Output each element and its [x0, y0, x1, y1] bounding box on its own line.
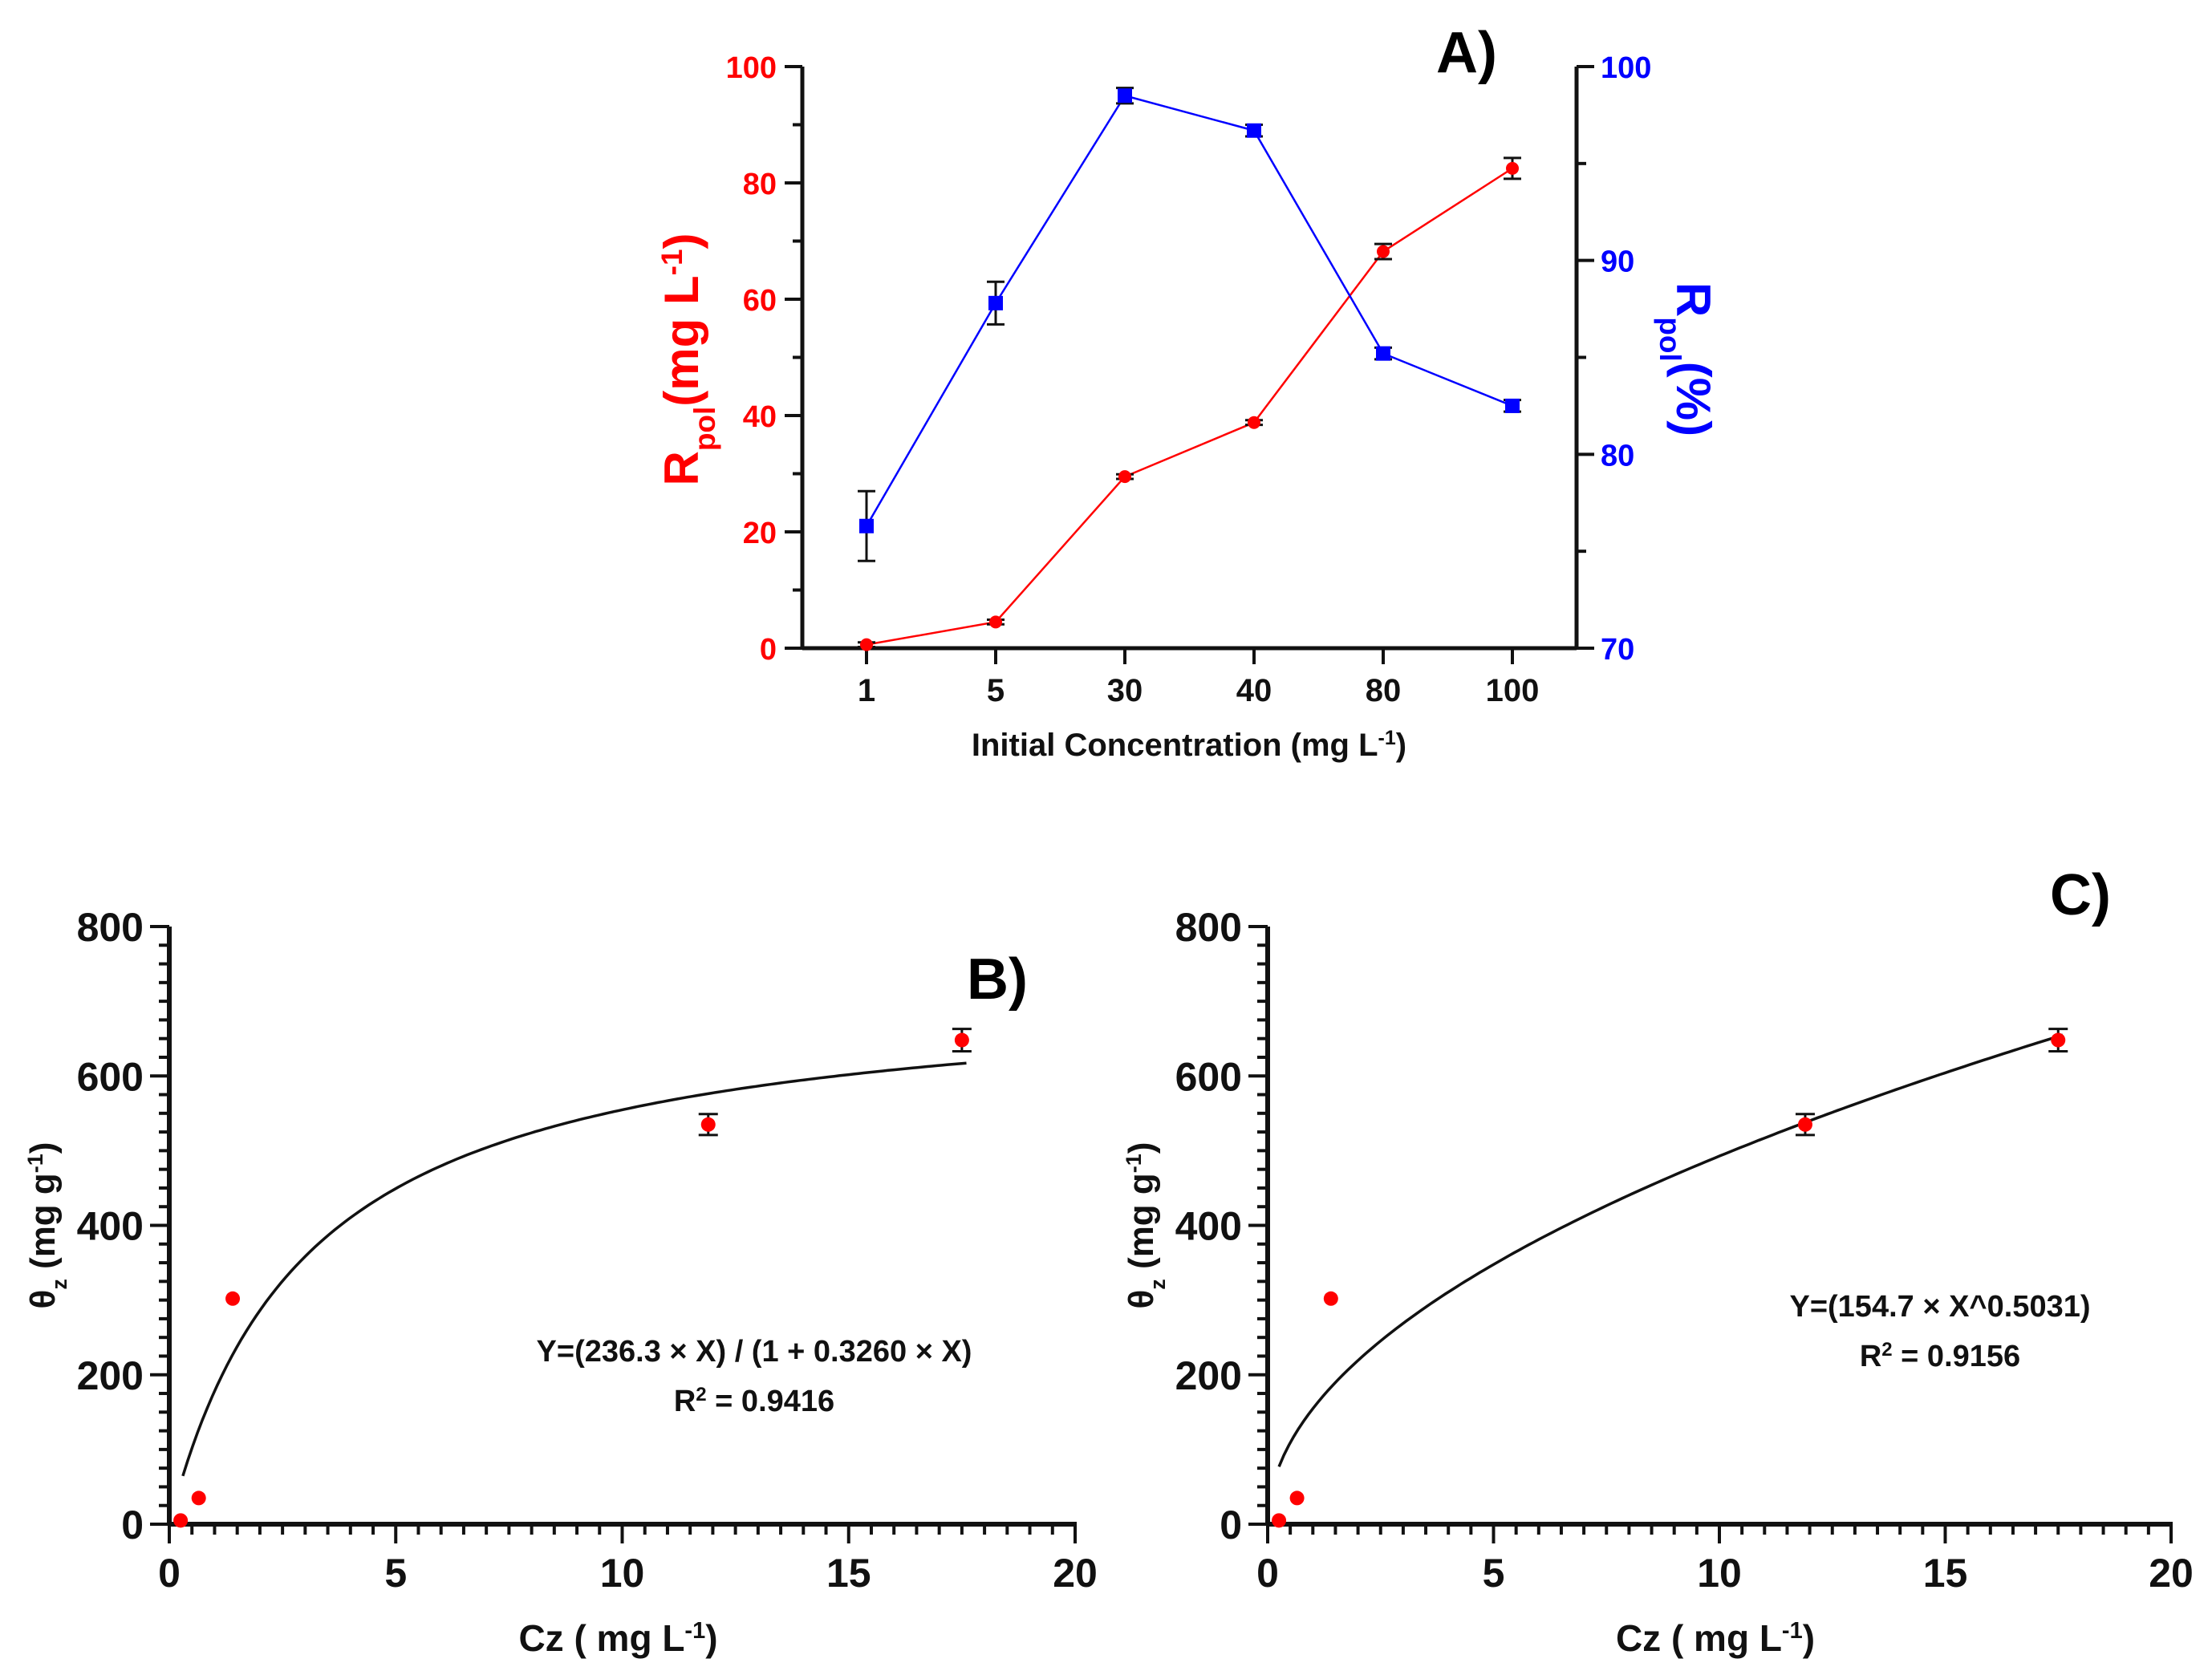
- panel-a-point-series-1: [1118, 470, 1131, 484]
- panel-b-x-tick-label: 0: [158, 1551, 181, 1596]
- panel-a-point-series-2: [859, 518, 874, 533]
- panel-c-x-tick-label: 10: [1697, 1551, 1742, 1596]
- panel-c-x-tick-label: 0: [1256, 1551, 1279, 1596]
- panel-c-x-tick-label: 20: [2149, 1551, 2194, 1596]
- panel-a-series-line-2: [865, 94, 1513, 527]
- panel-b-x-tick-label: 10: [600, 1551, 645, 1596]
- panel-a-left-tick-label: 20: [743, 517, 777, 550]
- panel-b-y-tick-label: 600: [77, 1054, 144, 1099]
- panel-c-y-tick-label: 200: [1175, 1353, 1242, 1398]
- panel-b-fit-curve: [181, 1061, 967, 1477]
- panel-c-y-tick-label: 800: [1175, 905, 1242, 950]
- panel-a-right-axis-title: Rpol(%): [1654, 282, 1721, 436]
- panel-a-point-series-1: [989, 615, 1002, 629]
- panel-a-point-series-1: [1506, 161, 1519, 175]
- panel-a-right-tick-label: 80: [1601, 439, 1634, 472]
- panel-c-fit-curve: [1277, 1033, 2064, 1467]
- panel-b-chart: B) 0 200 400 600 800 0 5 10 15 20 Cz ( mg L-1) θz (…: [23, 905, 1098, 1659]
- panel-c-label: C): [2050, 863, 2111, 927]
- panel-b-x-axis-title: Cz ( mg L-1): [518, 1617, 717, 1659]
- panel-c-data-point: [1797, 1117, 1812, 1132]
- panel-a-chart: A) 0 20 40 60 80 100 70 80 90 100 1 5 30 40 80 100 Initi…: [655, 21, 1720, 763]
- panel-a-x-tick-label: 1: [858, 673, 875, 708]
- panel-b-data-point: [225, 1291, 241, 1306]
- panel-a-point-series-2: [1118, 88, 1132, 103]
- panel-b-y-axis-title: θz (mg g-1): [23, 1142, 71, 1309]
- panel-a-series-line-1: [866, 167, 1513, 646]
- panel-c-chart: C) 0 200 400 600 800 0 5 10 15 20 Cz ( mg L-1) θz (…: [1122, 863, 2194, 1659]
- panel-a-point-series-2: [1376, 346, 1390, 361]
- panel-b-x-tick-label: 5: [384, 1551, 407, 1596]
- panel-b-fit-equation: Y=(236.3 × X) / (1 + 0.3260 × X): [537, 1335, 972, 1369]
- panel-b-data-point: [954, 1032, 969, 1048]
- panel-c-x-tick-label: 5: [1483, 1551, 1505, 1596]
- panel-c-r-squared: R2 = 0.9156: [1860, 1339, 2020, 1374]
- panel-c-data-point: [1272, 1513, 1287, 1528]
- panel-a-right-tick-label: 100: [1601, 51, 1651, 85]
- panel-c-y-tick-label: 600: [1175, 1054, 1242, 1099]
- panel-b-x-tick-label: 20: [1053, 1551, 1098, 1596]
- panel-c-data-point: [1289, 1490, 1305, 1506]
- panel-b-data-point: [700, 1117, 716, 1132]
- panel-c-x-tick-label: 15: [1923, 1551, 1968, 1596]
- panel-a-x-tick-label: 30: [1107, 673, 1143, 708]
- panel-c-data-point: [1323, 1291, 1338, 1306]
- panel-a-left-tick-label: 40: [743, 400, 777, 434]
- panel-a-x-tick-label: 40: [1236, 673, 1272, 708]
- panel-c-y-tick-label: 0: [1220, 1503, 1242, 1547]
- panel-a-left-axis-title: Rpol(mg L-1): [655, 233, 721, 485]
- panel-c-fit-equation: Y=(154.7 × X^0.5031): [1789, 1290, 2090, 1324]
- panel-b-y-tick-label: 400: [77, 1204, 144, 1249]
- panel-a-point-series-1: [860, 638, 873, 651]
- panel-c-data-point: [2051, 1032, 2066, 1048]
- panel-b-data-point: [191, 1490, 206, 1506]
- panel-c-y-tick-label: 400: [1175, 1204, 1242, 1249]
- panel-c-x-axis-title: Cz ( mg L-1): [1616, 1617, 1815, 1659]
- panel-a-x-tick-label: 5: [987, 673, 1005, 708]
- panel-a-point-series-1: [1248, 416, 1260, 429]
- panel-b-y-tick-label: 0: [121, 1503, 144, 1547]
- panel-b-x-tick-label: 15: [826, 1551, 871, 1596]
- panel-a-point-series-2: [1505, 398, 1520, 413]
- panel-c-y-axis-title: θz (mg g-1): [1122, 1142, 1170, 1309]
- panel-a-point-series-1: [1377, 245, 1390, 258]
- panel-a-left-tick-label: 0: [760, 633, 777, 667]
- panel-a-point-series-2: [988, 295, 1003, 310]
- panel-a-x-axis-title: Initial Concentration (mg L-1): [972, 727, 1406, 763]
- panel-a-x-tick-label: 100: [1486, 673, 1540, 708]
- panel-a-label: A): [1436, 21, 1497, 85]
- panel-a-right-tick-label: 70: [1601, 633, 1634, 667]
- panel-b-r-squared: R2 = 0.9416: [674, 1384, 834, 1419]
- panel-b-label: B): [967, 947, 1028, 1012]
- panel-a-left-tick-label: 100: [726, 51, 777, 85]
- panel-b-y-tick-label: 800: [77, 905, 144, 950]
- panel-a-x-tick-label: 80: [1366, 673, 1402, 708]
- panel-a-right-tick-label: 90: [1601, 245, 1634, 279]
- panel-b-y-tick-label: 200: [77, 1353, 144, 1398]
- panel-a-left-tick-label: 60: [743, 284, 777, 318]
- panel-a-left-tick-label: 80: [743, 168, 777, 201]
- panel-a-point-series-2: [1247, 123, 1261, 138]
- panel-b-data-point: [173, 1513, 189, 1528]
